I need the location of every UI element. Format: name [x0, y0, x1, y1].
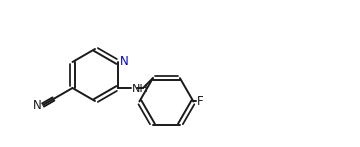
Text: NH: NH [131, 84, 148, 94]
Text: F: F [197, 95, 203, 108]
Text: N: N [120, 55, 129, 67]
Text: N: N [33, 99, 42, 112]
